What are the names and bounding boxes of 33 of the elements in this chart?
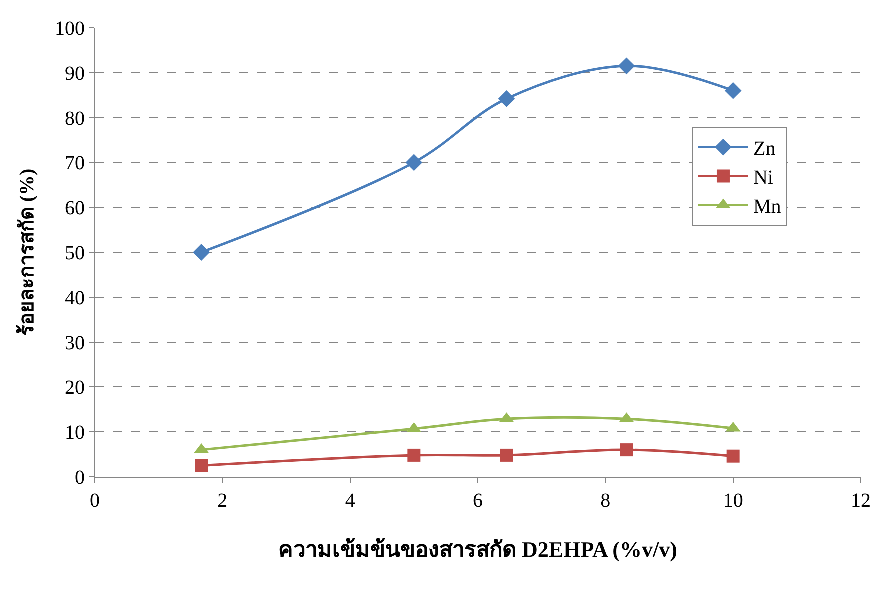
y-tick-label: 80 xyxy=(65,108,85,130)
x-tick-label: 4 xyxy=(345,490,356,512)
x-tick-label: 0 xyxy=(90,490,100,512)
point xyxy=(195,459,208,472)
legend-label: Mn xyxy=(753,196,782,218)
x-tick-label: 12 xyxy=(851,490,871,512)
y-tick-label: 50 xyxy=(65,242,85,264)
x-tick-label: 2 xyxy=(218,490,228,512)
y-tick-label: 90 xyxy=(65,62,85,85)
point xyxy=(726,450,740,463)
x-tick-label: 10 xyxy=(723,490,744,512)
point xyxy=(618,58,636,75)
y-tick-label: 30 xyxy=(65,332,85,354)
legend-label: Zn xyxy=(753,138,776,160)
y-tick-label: 70 xyxy=(65,152,85,175)
point xyxy=(406,154,423,172)
legend-label: Ni xyxy=(753,167,774,190)
point xyxy=(620,444,634,457)
y-tick-label: 100 xyxy=(55,18,85,40)
x-axis-title: ความเข้มข้นของสารสกัด D2EHPA (%v/v) xyxy=(278,536,678,562)
point xyxy=(500,448,514,462)
point xyxy=(498,90,516,108)
point xyxy=(408,448,421,462)
point xyxy=(193,244,210,261)
y-tick-label: 0 xyxy=(75,467,85,489)
y-axis-title: ร้อยละการสกัด (%) xyxy=(16,168,38,336)
y-tick-label: 20 xyxy=(65,377,85,400)
x-tick-label: 8 xyxy=(600,490,611,512)
point xyxy=(724,82,742,100)
y-tick-label: 10 xyxy=(65,422,85,444)
y-tick-label: 60 xyxy=(65,198,85,220)
y-tick-label: 40 xyxy=(65,287,85,310)
x-tick-label: 6 xyxy=(473,490,483,512)
